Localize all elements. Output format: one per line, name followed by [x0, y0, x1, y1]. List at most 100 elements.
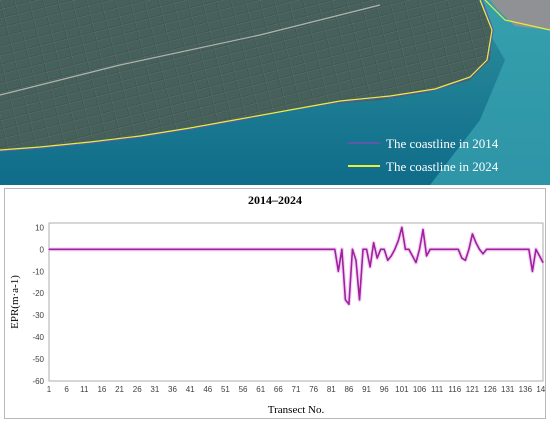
y-tick-label: -10 — [32, 267, 44, 276]
data-point — [478, 248, 481, 250]
y-tick-label: -60 — [32, 377, 44, 386]
x-tick-label: 131 — [501, 385, 515, 394]
data-point — [351, 248, 354, 250]
x-tick-label: 31 — [150, 385, 159, 394]
data-point — [390, 255, 392, 257]
data-point — [464, 259, 466, 261]
x-tick-label: 26 — [133, 385, 142, 394]
x-tick-label: 51 — [221, 385, 230, 394]
data-point — [425, 255, 428, 257]
data-point — [503, 248, 505, 250]
y-tick-label: -50 — [32, 355, 44, 364]
data-point — [461, 257, 463, 259]
data-point — [535, 248, 537, 250]
data-point — [401, 226, 403, 228]
series-line-epr — [49, 226, 544, 305]
data-point — [507, 248, 509, 250]
x-tick-label: 1 — [47, 385, 52, 394]
data-point — [500, 248, 502, 250]
data-point — [365, 248, 368, 250]
data-point — [429, 248, 431, 250]
legend-label-2014: The coastline in 2014 — [386, 136, 499, 151]
x-tick-label: 36 — [168, 385, 177, 394]
x-tick-label: 126 — [483, 385, 497, 394]
data-point — [418, 248, 421, 250]
plot-area — [48, 222, 544, 382]
data-point — [521, 248, 523, 250]
data-point — [415, 261, 417, 264]
data-point — [450, 248, 452, 250]
x-tick-label: 136 — [519, 385, 533, 394]
x-tick-label: 66 — [274, 385, 283, 394]
data-point — [369, 266, 371, 268]
x-tick-label: 96 — [380, 385, 389, 394]
y-axis-title: EPR(m·a-1) — [9, 275, 21, 329]
data-point — [411, 255, 414, 257]
data-point — [337, 270, 339, 272]
legend-label-2024: The coastline in 2024 — [386, 159, 499, 174]
x-tick-label: 21 — [115, 385, 124, 394]
y-tick-label: -20 — [32, 289, 44, 298]
x-tick-label: 56 — [239, 385, 248, 394]
data-point — [517, 248, 519, 250]
data-point — [538, 255, 541, 257]
data-point — [528, 248, 530, 250]
data-point — [344, 299, 346, 301]
data-point — [387, 259, 389, 261]
data-point — [485, 248, 488, 250]
town-area — [490, 0, 550, 30]
data-point — [373, 242, 375, 244]
data-point — [493, 248, 495, 250]
data-point — [457, 248, 459, 250]
data-point — [436, 248, 438, 250]
chart-title: 2014–2024 — [248, 193, 302, 207]
x-tick-label: 121 — [466, 385, 480, 394]
data-point — [397, 239, 399, 242]
data-point — [380, 248, 382, 250]
data-point — [358, 299, 361, 301]
data-point — [447, 248, 449, 250]
data-point — [404, 248, 406, 250]
map-legend: The coastline in 2014 The coastline in 2… — [348, 136, 499, 174]
data-point — [524, 248, 526, 250]
data-point — [422, 228, 424, 231]
data-point — [440, 248, 442, 250]
y-tick-label: -30 — [32, 311, 44, 320]
data-point — [475, 242, 477, 244]
road — [0, 4, 381, 96]
x-tick-label: 91 — [362, 385, 371, 394]
data-point — [394, 248, 396, 250]
data-point — [514, 248, 516, 250]
y-axis-ticks: 10 0 -10 -20 -30 -40 -50 -60 — [32, 223, 44, 386]
x-axis-title: Transect No. — [268, 404, 325, 416]
series-line-halo — [49, 225, 545, 307]
x-tick-label: 11 — [80, 385, 89, 394]
data-point — [376, 257, 378, 259]
data-point — [471, 233, 474, 235]
x-tick-label: 116 — [448, 385, 461, 394]
y-tick-label: 10 — [35, 223, 44, 232]
data-point — [443, 248, 445, 250]
x-tick-label: 76 — [309, 385, 318, 394]
data-point — [408, 248, 410, 250]
data-point — [341, 248, 343, 250]
data-point — [433, 248, 435, 250]
data-point — [348, 303, 350, 305]
satellite-map: The coastline in 2014 The coastline in 2… — [0, 0, 550, 185]
x-axis-ticks: 1 6 11 16 21 26 31 36 41 46 51 56 61 66 71 76 81 86 91 96 10… — [47, 385, 545, 394]
data-point — [482, 253, 484, 255]
x-tick-label: 106 — [413, 385, 427, 394]
data-point — [48, 248, 50, 250]
x-tick-label: 86 — [344, 385, 353, 394]
y-tick-label: -40 — [32, 333, 44, 342]
data-point — [362, 248, 364, 250]
satellite-image: The coastline in 2014 The coastline in 2… — [0, 0, 550, 185]
sea-right-shallow — [430, 0, 550, 185]
y-tick-label: 0 — [40, 245, 45, 254]
coastline-2024 — [0, 0, 550, 151]
data-point — [531, 270, 534, 272]
data-point — [542, 261, 544, 264]
data-point — [496, 248, 498, 250]
x-tick-label: 41 — [186, 385, 195, 394]
x-tick-label: 141 — [536, 385, 545, 394]
